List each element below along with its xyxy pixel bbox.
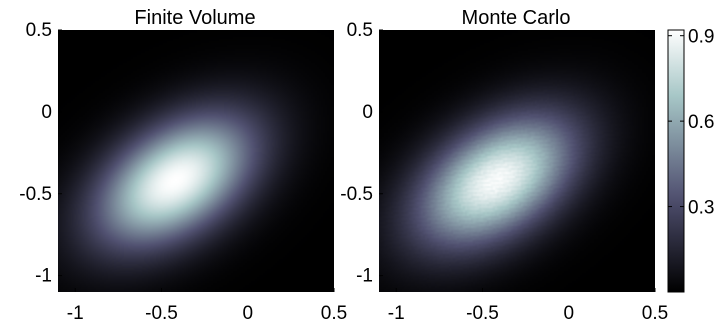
colorbar-tick-label: 0.3 bbox=[688, 198, 714, 219]
colorbar-ticks: 0.3 0.6 0.9 bbox=[668, 27, 714, 219]
y-tick-label: -1 bbox=[356, 266, 373, 287]
x-tick-label: 0 bbox=[242, 303, 253, 324]
y-tick-label: 0.5 bbox=[26, 20, 52, 41]
heatmap-image bbox=[58, 30, 334, 292]
tick-layer: -1 -0.5 0 0.5 -1 -0.5 0 0.5 bbox=[19, 20, 347, 324]
x-tick-label: 0.5 bbox=[642, 303, 668, 324]
colorbar-gradient bbox=[667, 29, 685, 293]
x-tick-label: -1 bbox=[67, 303, 84, 324]
heatmap-image bbox=[379, 30, 655, 292]
x-tick-label: 0 bbox=[563, 303, 574, 324]
y-tick-label: -0.5 bbox=[19, 184, 52, 205]
panel-monte-carlo: Monte Carlo -1 -0.5 0 0.5 -1 -0.5 0 0.5 bbox=[340, 7, 668, 324]
y-tick-label: -0.5 bbox=[340, 184, 373, 205]
y-tick-label: 0.5 bbox=[347, 20, 373, 41]
y-tick-label: 0 bbox=[362, 102, 373, 123]
y-tick-label: -1 bbox=[35, 266, 52, 287]
panel-title: Monte Carlo bbox=[462, 7, 571, 29]
x-tick-label: -0.5 bbox=[466, 303, 499, 324]
panel-finite-volume: Finite Volume -1 -0.5 0 0.5 -1 -0.5 0 0.5 bbox=[19, 7, 347, 324]
panel-title: Finite Volume bbox=[134, 7, 255, 29]
colorbar-tick-label: 0.6 bbox=[688, 112, 714, 133]
colorbar-tick-label: 0.9 bbox=[688, 27, 714, 48]
y-tick-label: 0 bbox=[41, 102, 52, 123]
x-tick-label: 0.5 bbox=[321, 303, 347, 324]
colorbar: 0.3 0.6 0.9 bbox=[667, 27, 714, 293]
x-tick-label: -1 bbox=[388, 303, 405, 324]
tick-layer: -1 -0.5 0 0.5 -1 -0.5 0 0.5 bbox=[340, 20, 668, 324]
x-tick-label: -0.5 bbox=[145, 303, 178, 324]
